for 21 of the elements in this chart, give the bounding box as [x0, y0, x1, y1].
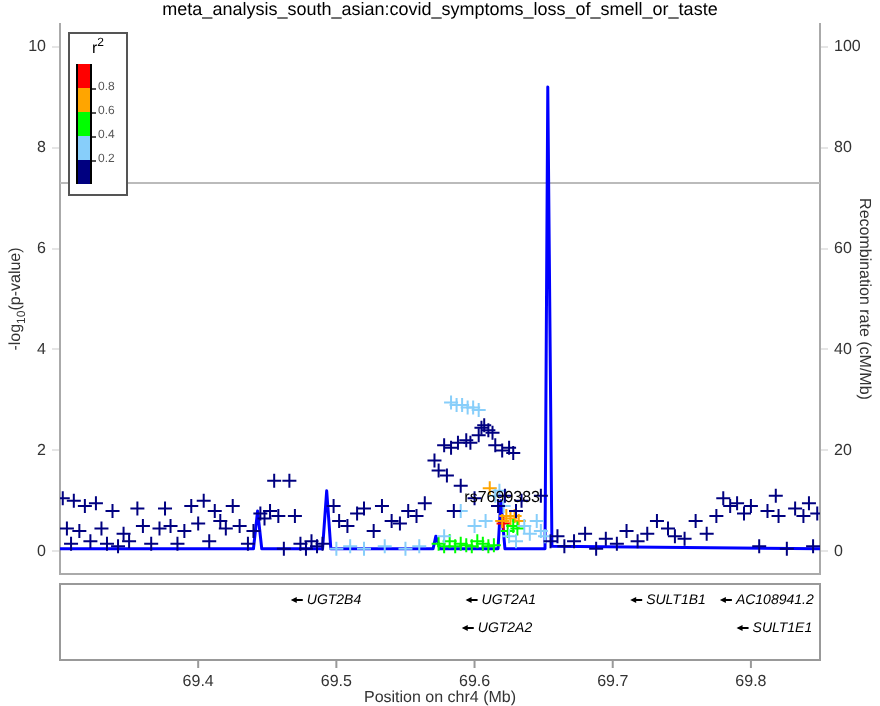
x-tick-label: 69.7	[597, 672, 630, 691]
y-tick-label: 4	[37, 339, 48, 358]
y2-tick-label: 100	[834, 37, 862, 56]
y-tick-label: 8	[37, 138, 48, 157]
y2-tick-label: 20	[834, 440, 853, 459]
y-tick-label: 6	[37, 238, 48, 257]
y-tick-label: 2	[37, 440, 48, 459]
y2-tick-label: 40	[834, 339, 853, 358]
y2-tick-label: 60	[834, 238, 853, 257]
x-tick-label: 69.8	[735, 672, 768, 691]
annotation: r$^{2}$	[91, 38, 104, 58]
x-tick-label: 69.4	[182, 672, 215, 691]
y-tick-label: 0	[37, 541, 48, 560]
x-axis-title: Position on chr4 (Mb)	[363, 688, 517, 706]
y2-tick-label: 0	[834, 541, 844, 560]
y2-axis-title: Recombination rate (cM/Mb)	[855, 198, 874, 401]
x-tick-label: 69.6	[458, 672, 492, 691]
y2-tick-label: 80	[834, 138, 853, 157]
x-tick-label: 69.5	[320, 672, 354, 691]
chart-title: meta_analysis_south_asian:covid_symptoms_loss_of_smell_or_taste	[162, 0, 718, 19]
y-tick-label: 10	[28, 37, 48, 56]
